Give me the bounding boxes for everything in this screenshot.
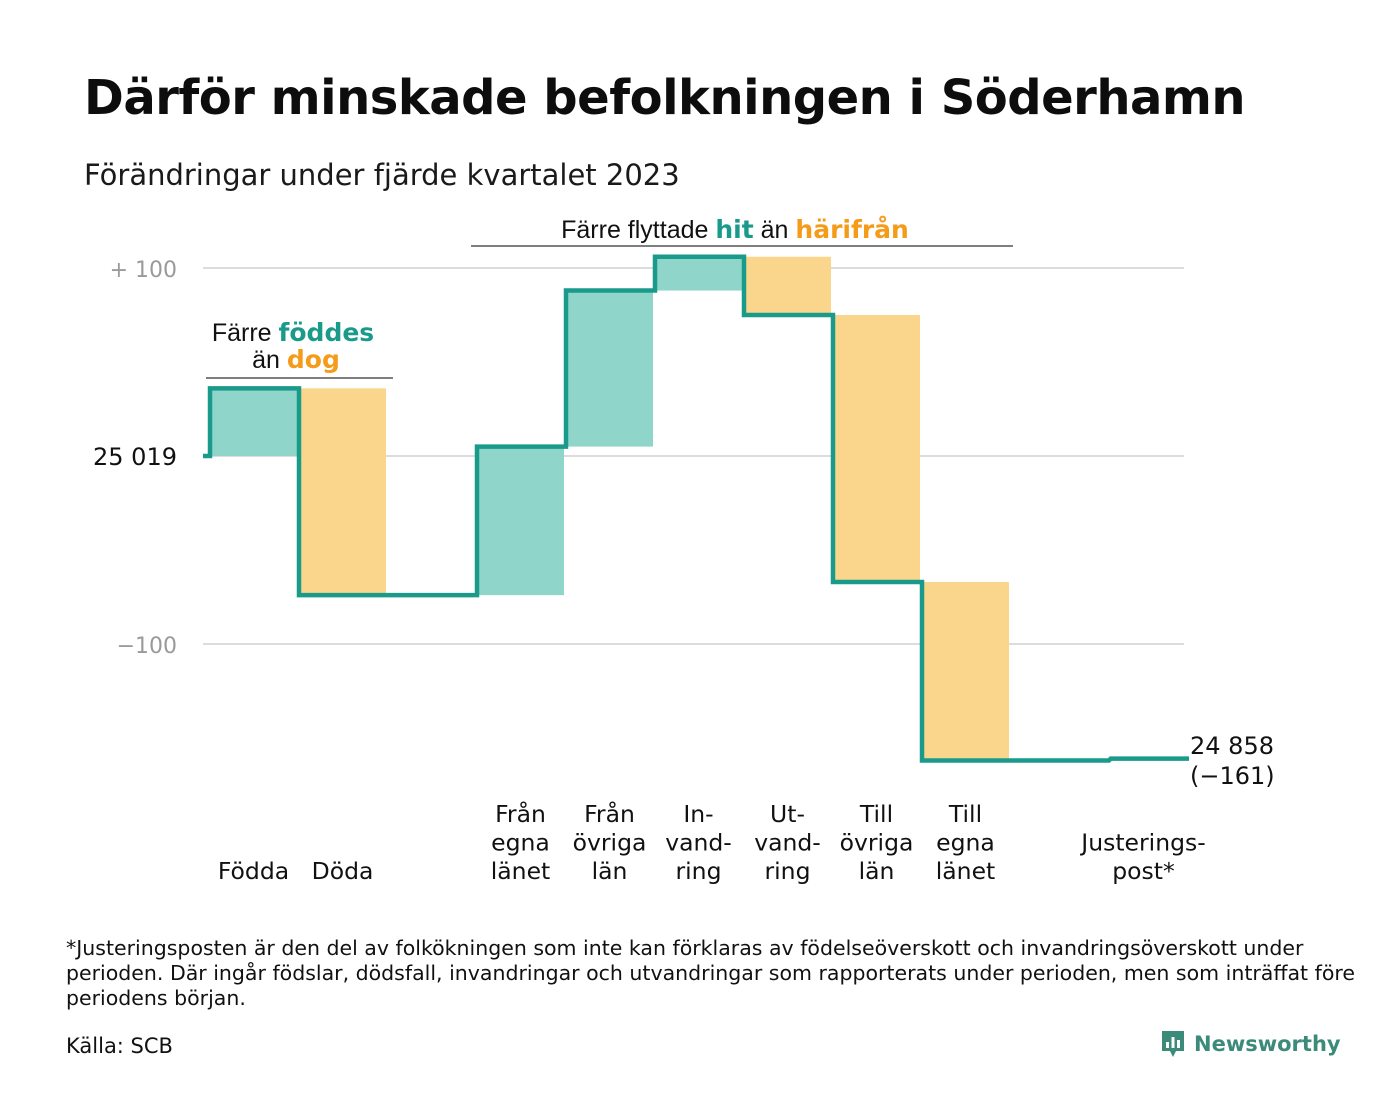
newsworthy-logo-icon (1162, 1031, 1184, 1057)
x-category-label: In- (683, 800, 713, 828)
x-category-label: vand- (754, 829, 821, 857)
x-category-label: övriga (573, 829, 647, 857)
x-category-label: ring (675, 857, 721, 885)
x-category-label: övriga (840, 829, 914, 857)
x-category-label: Justerings- (1079, 829, 1205, 857)
bar-till-övriga-län (835, 315, 920, 582)
x-category-label: Till (948, 800, 982, 828)
x-category-label: länet (491, 857, 551, 885)
y-tick-label: −100 (117, 634, 177, 659)
running-total-line (203, 254, 1189, 763)
x-category-label: ring (764, 857, 810, 885)
x-category-label: vand- (665, 829, 732, 857)
svg-text:än dog: än dog (252, 345, 340, 374)
annotation-born-prefix: Färre (212, 319, 272, 347)
x-category-label: länet (936, 857, 996, 885)
annotation-born-highlight: föddes (279, 318, 375, 347)
x-category-label: län (859, 857, 895, 885)
annotation-moves-prefix: Färre flyttade (561, 216, 708, 244)
x-category-label: Från (495, 800, 546, 828)
x-category-label: post* (1112, 857, 1175, 885)
x-category-label: Ut- (770, 800, 805, 828)
brand[interactable]: Newsworthy (1160, 1029, 1341, 1059)
bar-utvandring (746, 256, 831, 315)
x-category-label: Födda (218, 857, 289, 885)
source: Källa: SCB (66, 1034, 173, 1058)
annotation-moves: Färre flyttade hit än härifrån (471, 215, 1013, 247)
annotation-died-highlight: dog (287, 345, 340, 374)
annotation-moves-hit: hit (715, 215, 753, 244)
annotation-born-died: Färre föddes än dog (206, 318, 393, 379)
bars (212, 256, 1009, 761)
svg-text:Färre föddes: Färre föddes (212, 318, 374, 347)
x-category-label: Döda (312, 857, 374, 885)
bar-döda (301, 388, 386, 596)
end-change: (−161) (1190, 762, 1275, 790)
annotation-moves-middle: än (761, 216, 789, 244)
annotation-moves-harifran: härifrån (795, 215, 908, 244)
annotation-died-prefix: än (252, 346, 280, 374)
brand-name: Newsworthy (1194, 1032, 1341, 1056)
svg-text:Färre flyttade hit än härifr: Färre flyttade hit än härifrån (561, 215, 909, 244)
end-value: 24 858 (1190, 732, 1274, 760)
chart-subtitle: Förändringar under fjärde kvartalet 2023 (84, 158, 680, 192)
bar-från-egna-länet (479, 446, 564, 596)
footnote: *Justeringsposten är den del av folkökni… (66, 936, 1355, 1010)
bar-invandring (657, 256, 742, 291)
x-category-label: län (592, 857, 628, 885)
x-category-label: Från (584, 800, 635, 828)
y-tick-label: 25 019 (93, 443, 177, 471)
y-tick-label: + 100 (110, 258, 177, 283)
bar-från-övriga-län (568, 290, 653, 447)
bar-till-egna-länet (924, 581, 1009, 761)
x-category-label: egna (936, 829, 995, 857)
bar-födda (212, 388, 297, 456)
x-category-label: Till (859, 800, 893, 828)
chart-title: Därför minskade befolkningen i Söderhamn (84, 70, 1246, 126)
end-value-label: 24 858 (−161) (1190, 732, 1275, 790)
y-axis-labels: + 100 25 019 −100 (93, 258, 177, 659)
x-category-label: egna (491, 829, 550, 857)
x-axis-labels: Födda DödaFrånegnalänetFrånövrigalänIn-va… (218, 800, 1206, 885)
